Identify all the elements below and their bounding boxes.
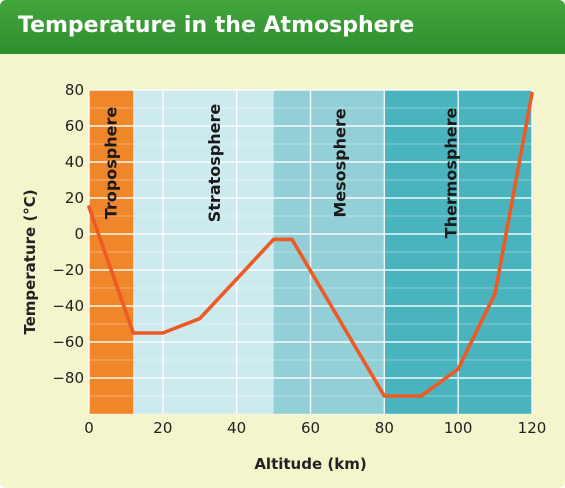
x-tick-label: 40 (227, 419, 246, 437)
y-tick-label: 80 (65, 81, 84, 99)
region-label-stratosphere: Stratosphere (205, 104, 224, 223)
y-axis-label: Temperature (°C) (21, 189, 39, 334)
chart-title: Temperature in the Atmosphere (18, 13, 415, 38)
y-tick-label: −40 (52, 297, 84, 315)
x-tick-label: 0 (84, 419, 94, 437)
y-tick-label: −60 (52, 333, 84, 351)
x-tick-label: 60 (301, 419, 320, 437)
y-tick-label: 0 (74, 225, 84, 243)
region-label-mesosphere: Mesosphere (331, 108, 350, 217)
x-axis-label: Altitude (km) (254, 455, 366, 473)
x-tick-label: 100 (444, 419, 473, 437)
region-label-troposphere: Troposphere (102, 107, 121, 220)
x-tick-label: 20 (153, 419, 172, 437)
chart-header: Temperature in the Atmosphere (0, 0, 565, 54)
region-band-stratosphere (133, 90, 274, 414)
region-band-troposphere (89, 90, 134, 414)
y-tick-label: 20 (65, 189, 84, 207)
temperature-line (87, 91, 534, 398)
x-tick-label: 80 (375, 419, 394, 437)
y-tick-label: −80 (52, 369, 84, 387)
y-tick-label: 60 (65, 117, 84, 135)
region-band-mesosphere (273, 90, 385, 414)
y-tick-label: 40 (65, 153, 84, 171)
y-tick-label: −20 (52, 261, 84, 279)
x-tick-label: 120 (518, 419, 547, 437)
region-label-thermosphere: Thermosphere (441, 108, 460, 239)
